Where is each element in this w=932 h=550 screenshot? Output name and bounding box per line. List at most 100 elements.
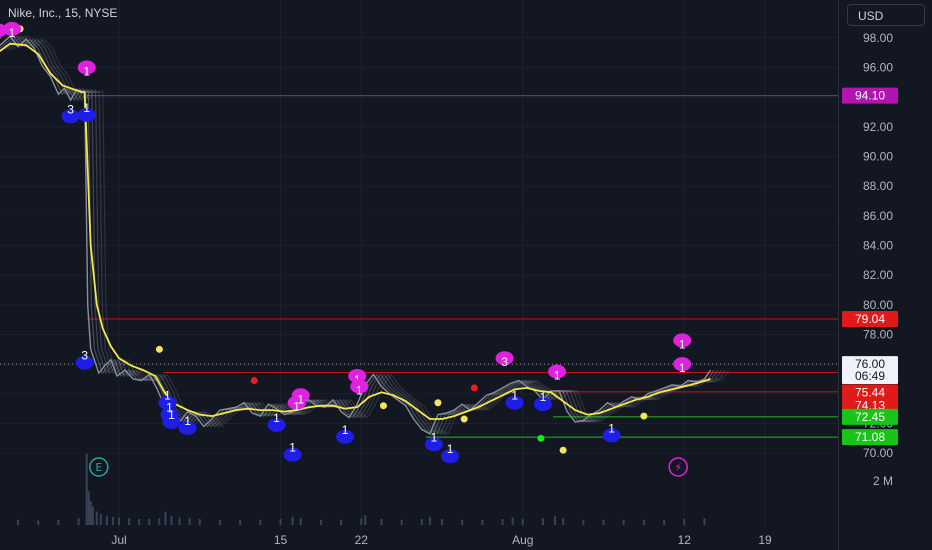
signal-oval — [350, 379, 369, 394]
currency-selector[interactable]: USD — [847, 4, 925, 26]
volume-bar — [128, 518, 131, 525]
buy-signal-marker: 1 — [602, 421, 621, 443]
volume-bar — [77, 518, 80, 525]
signal-count: 3 — [67, 102, 74, 116]
signal-count: 1 — [540, 390, 547, 404]
event-badge: E — [89, 457, 109, 477]
sell-signal-marker: 1 — [548, 364, 567, 383]
x-tick-label: 19 — [758, 533, 772, 547]
volume-bar — [582, 519, 585, 525]
signal-count: 1 — [297, 392, 304, 406]
signal-oval — [3, 21, 22, 36]
volume-bar — [57, 519, 60, 525]
signal-dot — [559, 446, 567, 454]
signal-dot — [537, 434, 545, 442]
buy-signal-marker: 1 — [162, 408, 181, 430]
buy-signal-marker: 1 — [178, 414, 197, 435]
signal-oval — [75, 355, 94, 370]
signal-count: 1 — [431, 430, 438, 444]
signal-oval — [602, 428, 621, 443]
volume-bar — [188, 518, 191, 525]
signal-oval — [158, 395, 177, 410]
buy-signal-marker: 1 — [283, 441, 302, 462]
signal-dot — [379, 402, 387, 410]
signal-count: 1 — [447, 442, 454, 456]
cloud-line — [0, 35, 719, 435]
volume-bar — [111, 516, 114, 525]
sell-signal-marker: 3 — [495, 351, 514, 369]
signal-dot — [250, 376, 258, 384]
cloud-line — [0, 35, 715, 435]
signal-oval — [424, 437, 443, 452]
volume-bar — [461, 519, 464, 525]
buy-signal-marker: 1 — [158, 389, 177, 410]
signal-count: 1 — [0, 27, 2, 41]
volume-bar — [400, 519, 403, 525]
volume-bar — [89, 501, 92, 525]
sell-signal-marker: 1 — [77, 60, 96, 78]
volume-bar — [279, 519, 282, 525]
x-tick-label: 22 — [355, 533, 369, 547]
event-badge: ⚡ — [668, 457, 688, 477]
signal-dot — [640, 412, 648, 420]
sell-signal-marker: 1 — [291, 388, 310, 406]
signal-oval — [267, 417, 286, 432]
signal-oval — [291, 388, 310, 403]
buy-signal-marker: 3 — [61, 102, 80, 124]
signal-oval — [336, 429, 355, 444]
signal-oval — [77, 60, 96, 75]
volume-bar — [380, 519, 383, 525]
signal-oval — [348, 369, 367, 384]
signal-dot — [470, 384, 478, 392]
signal-oval — [673, 333, 692, 348]
signal-count: 3 — [501, 355, 508, 369]
volume-bar — [663, 519, 666, 525]
volume-bar — [291, 516, 294, 525]
volume-bar — [198, 519, 201, 525]
volume-bar — [360, 518, 363, 525]
volume-bar — [170, 516, 173, 525]
cloud-line — [11, 35, 730, 435]
volume-bar — [683, 519, 686, 525]
volume-bar — [87, 491, 90, 525]
event-badge-ring — [89, 457, 109, 477]
buy-signal-marker: 1 — [533, 390, 552, 412]
volume-bar — [218, 519, 221, 525]
volume-bar — [158, 518, 161, 525]
moving-average-line — [0, 42, 711, 420]
volume-bar — [138, 519, 141, 525]
signal-count: 1 — [679, 337, 686, 351]
signal-oval — [61, 109, 80, 124]
signal-oval — [505, 395, 524, 410]
volume-bar — [521, 519, 524, 525]
x-tick-label: 12 — [678, 533, 692, 547]
volume-bar — [118, 517, 120, 525]
buy-signal-marker: 1 — [441, 442, 460, 464]
buy-signal-marker: 1 — [336, 423, 355, 444]
price-line — [0, 35, 712, 435]
signal-oval — [548, 364, 567, 379]
volume-bar — [420, 519, 423, 525]
buy-signal-marker: 1 — [505, 389, 524, 410]
signal-oval — [178, 420, 197, 435]
volume-bar — [511, 517, 514, 525]
volume-bar — [99, 513, 102, 525]
volume-bar — [299, 518, 302, 525]
signal-oval — [283, 447, 302, 462]
sell-signal-marker: 1 — [350, 379, 369, 397]
signal-count: 1 — [273, 411, 280, 425]
price-axis[interactable] — [838, 0, 932, 550]
signal-count: 1 — [608, 421, 615, 435]
signal-oval — [673, 357, 692, 372]
volume-bar — [178, 517, 181, 525]
volume-bar — [364, 515, 367, 525]
signal-oval — [533, 397, 552, 412]
volume-bar — [501, 519, 504, 525]
buy-signal-marker: 1 — [424, 430, 443, 452]
buy-signal-marker: 3 — [75, 349, 94, 370]
volume-bar — [441, 519, 443, 525]
signal-count: 1 — [289, 441, 296, 455]
volume-bar — [562, 518, 565, 525]
event-badge-label: E — [95, 461, 102, 474]
